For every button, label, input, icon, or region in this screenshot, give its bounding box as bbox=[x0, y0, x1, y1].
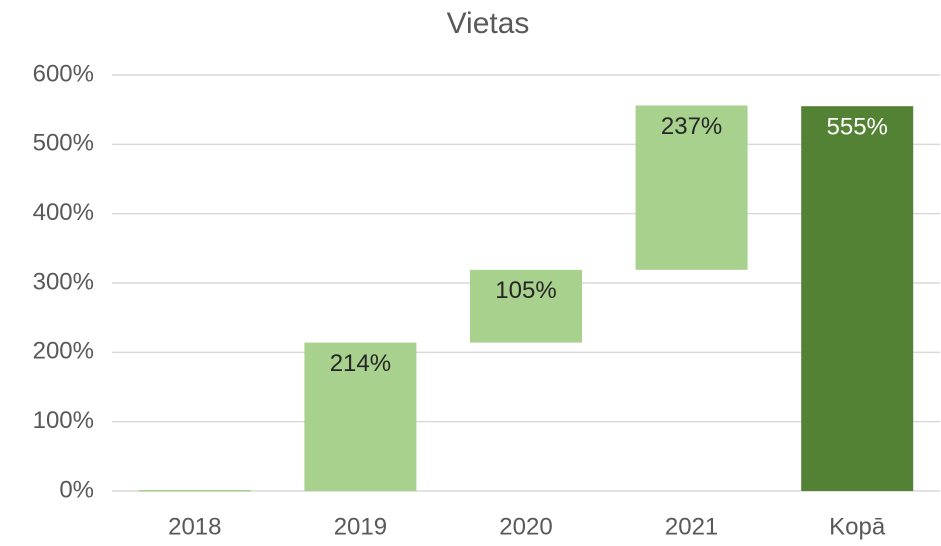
y-tick-label: 0% bbox=[59, 476, 94, 503]
chart-title: Vietas bbox=[447, 7, 530, 40]
bar bbox=[138, 490, 251, 492]
x-tick-label: 2020 bbox=[499, 513, 552, 540]
data-label: 237% bbox=[661, 113, 722, 140]
bar bbox=[304, 342, 417, 491]
y-tick-label: 400% bbox=[33, 199, 94, 226]
x-tick-label: 2021 bbox=[665, 513, 718, 540]
data-label: 555% bbox=[827, 114, 888, 141]
data-label: 214% bbox=[330, 350, 391, 377]
x-tick-label: 2018 bbox=[168, 513, 221, 540]
y-tick-label: 600% bbox=[33, 60, 94, 87]
x-tick-label: 2019 bbox=[334, 513, 387, 540]
x-tick-label: Kopā bbox=[829, 513, 886, 540]
bar bbox=[470, 269, 582, 343]
y-tick-label: 200% bbox=[33, 338, 94, 365]
y-tick-label: 300% bbox=[33, 268, 94, 295]
y-tick-label: 500% bbox=[33, 130, 94, 157]
bar bbox=[635, 105, 748, 270]
y-tick-label: 100% bbox=[33, 407, 94, 434]
bar bbox=[801, 106, 914, 491]
data-label: 105% bbox=[495, 277, 556, 304]
